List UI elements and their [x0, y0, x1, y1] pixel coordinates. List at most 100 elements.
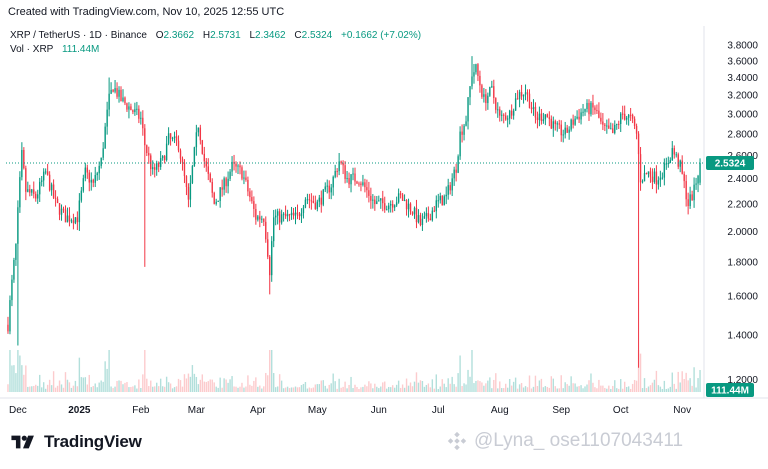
volume-bar	[177, 378, 180, 392]
price-chart[interactable]: 3.80003.60003.40003.20003.00002.80002.60…	[0, 26, 768, 420]
volume-bar	[130, 386, 132, 392]
candle-body	[157, 163, 160, 167]
tradingview-brand[interactable]: TradingView	[8, 432, 142, 452]
volume-bar	[35, 384, 37, 392]
volume-bar	[623, 381, 626, 392]
candle-body	[693, 184, 695, 201]
volume-bar	[68, 382, 71, 392]
volume-bar	[288, 388, 291, 392]
volume-bar	[33, 385, 35, 392]
candle-body	[267, 239, 269, 257]
candle-body	[695, 183, 697, 185]
volume-bar	[201, 374, 204, 392]
volume-bar	[286, 386, 289, 392]
volume-bar	[608, 385, 610, 392]
candle-body	[616, 123, 618, 125]
candle-body	[88, 172, 90, 183]
candle-body	[655, 171, 658, 185]
volume-bar	[161, 386, 164, 392]
y-tick-label: 3.0000	[727, 109, 758, 120]
candle-body	[621, 113, 624, 115]
candle-body	[497, 109, 499, 111]
volume-bar	[655, 370, 658, 392]
candle-body	[423, 216, 426, 219]
volume-bar	[635, 380, 638, 392]
candle-body	[278, 211, 281, 223]
volume-bar	[169, 383, 172, 392]
candle-body	[193, 147, 196, 167]
candle-body	[64, 209, 67, 223]
candle-body	[261, 218, 263, 220]
volume-bar	[697, 378, 699, 392]
volume-bar	[265, 372, 267, 392]
volume-bar	[233, 386, 235, 392]
candle-body	[227, 178, 229, 187]
candle-body	[312, 201, 315, 203]
volume-bar	[173, 387, 176, 392]
volume-bar	[86, 384, 89, 392]
volume-bar	[413, 381, 416, 392]
volume-bar	[342, 386, 344, 392]
candle-body	[546, 114, 549, 118]
candle-body	[68, 215, 71, 222]
candle-body	[584, 109, 586, 112]
volume-bar	[675, 388, 677, 392]
candle-body	[433, 210, 436, 212]
candle-body	[300, 213, 303, 217]
candle-body	[217, 200, 219, 202]
candle-body	[274, 215, 277, 218]
candle-body	[173, 136, 176, 138]
symbol-label[interactable]: XRP / TetherUS · 1D · Binance	[10, 30, 147, 41]
candle-body	[407, 203, 410, 210]
candle-body	[372, 199, 374, 201]
candle-body	[598, 110, 600, 118]
candle-body	[100, 157, 102, 166]
candle-body	[659, 177, 662, 181]
candle-body	[493, 86, 495, 99]
candle-body	[647, 171, 650, 175]
volume-bar	[199, 379, 202, 392]
candle-body	[401, 194, 404, 201]
candle-body	[552, 121, 554, 129]
volume-bar	[60, 384, 63, 392]
volume-bar	[633, 379, 636, 392]
candle-body	[586, 102, 588, 110]
volume-bar	[42, 382, 45, 392]
candle-body	[229, 171, 231, 179]
candle-body	[181, 158, 184, 163]
volume-bar	[187, 373, 190, 392]
candle-body	[207, 166, 209, 174]
volume-bar	[209, 379, 211, 392]
volume-bar	[257, 386, 259, 392]
candle-body	[467, 97, 469, 122]
volume-bar	[471, 350, 473, 392]
volume-bar	[596, 388, 598, 392]
volume-bar	[152, 386, 154, 392]
candle-body	[31, 189, 33, 193]
candle-body	[697, 175, 699, 184]
candle-body	[116, 88, 118, 97]
volume-bar	[272, 373, 275, 392]
volume-bar	[29, 386, 31, 392]
volume-bar	[122, 384, 124, 392]
volume-bar	[447, 378, 449, 392]
candle-body	[140, 117, 142, 119]
volume-label[interactable]: Vol · XRP	[10, 44, 54, 55]
candle-body	[37, 194, 39, 199]
volume-bar	[564, 382, 566, 392]
volume-bar	[602, 385, 604, 392]
candle-body	[602, 121, 604, 125]
volume-bar	[528, 375, 531, 392]
volume-bar	[350, 376, 352, 392]
volume-bar	[74, 380, 77, 392]
candle-body	[142, 117, 144, 129]
candle-body	[661, 177, 664, 179]
y-tick-label: 3.2000	[727, 91, 758, 102]
candle-body	[110, 89, 112, 94]
candle-body	[76, 217, 79, 223]
volume-bar	[663, 380, 666, 392]
candle-body	[368, 190, 370, 196]
candle-body	[251, 197, 253, 202]
y-tick-label: 3.4000	[727, 73, 758, 84]
y-tick-label: 2.8000	[727, 129, 758, 140]
